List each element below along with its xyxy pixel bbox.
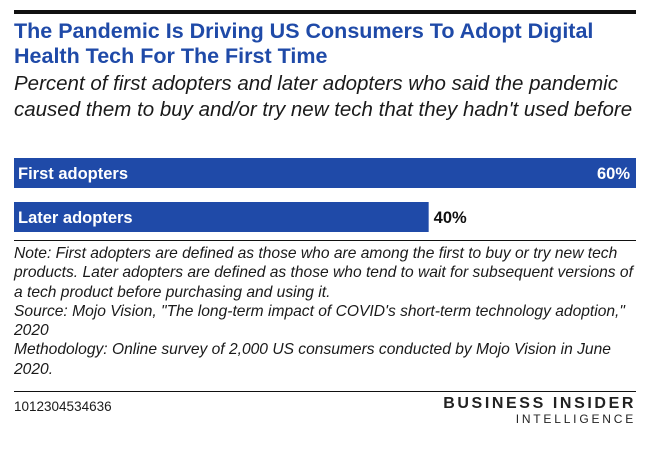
- chart-id: 1012304534636: [14, 399, 112, 414]
- brand-logo: BUSINESS INSIDER INTELLIGENCE: [443, 395, 636, 426]
- chart-title: The Pandemic Is Driving US Consumers To …: [14, 19, 594, 68]
- note-text: Note: First adopters are defined as thos…: [14, 245, 633, 301]
- bar-1: [14, 202, 429, 232]
- top-rule: [14, 10, 636, 14]
- value-label-1: 40%: [434, 209, 467, 227]
- methodology-text: Methodology: Online survey of 2,000 US c…: [14, 341, 611, 378]
- brand-name: BUSINESS INSIDER: [443, 395, 636, 412]
- brand-subname: INTELLIGENCE: [515, 412, 636, 426]
- bar-chart: First adopters 60% Later adopters 40%: [14, 158, 636, 232]
- category-label-1: Later adopters: [18, 209, 133, 227]
- chart-notes: Note: First adopters are defined as thos…: [14, 244, 638, 379]
- chart-subtitle: Percent of first adopters and later adop…: [14, 72, 633, 121]
- bar-0: [14, 158, 636, 188]
- source-text: Source: Mojo Vision, "The long-term impa…: [14, 302, 625, 340]
- value-label-0: 60%: [597, 165, 630, 183]
- notes-divider: [14, 240, 636, 241]
- category-label-0: First adopters: [18, 165, 128, 183]
- footer-divider: [14, 391, 636, 392]
